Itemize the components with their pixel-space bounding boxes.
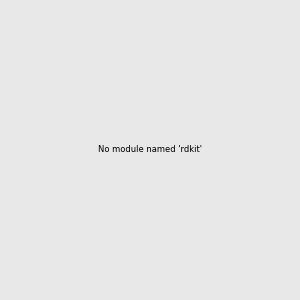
Text: No module named 'rdkit': No module named 'rdkit' [98, 146, 202, 154]
